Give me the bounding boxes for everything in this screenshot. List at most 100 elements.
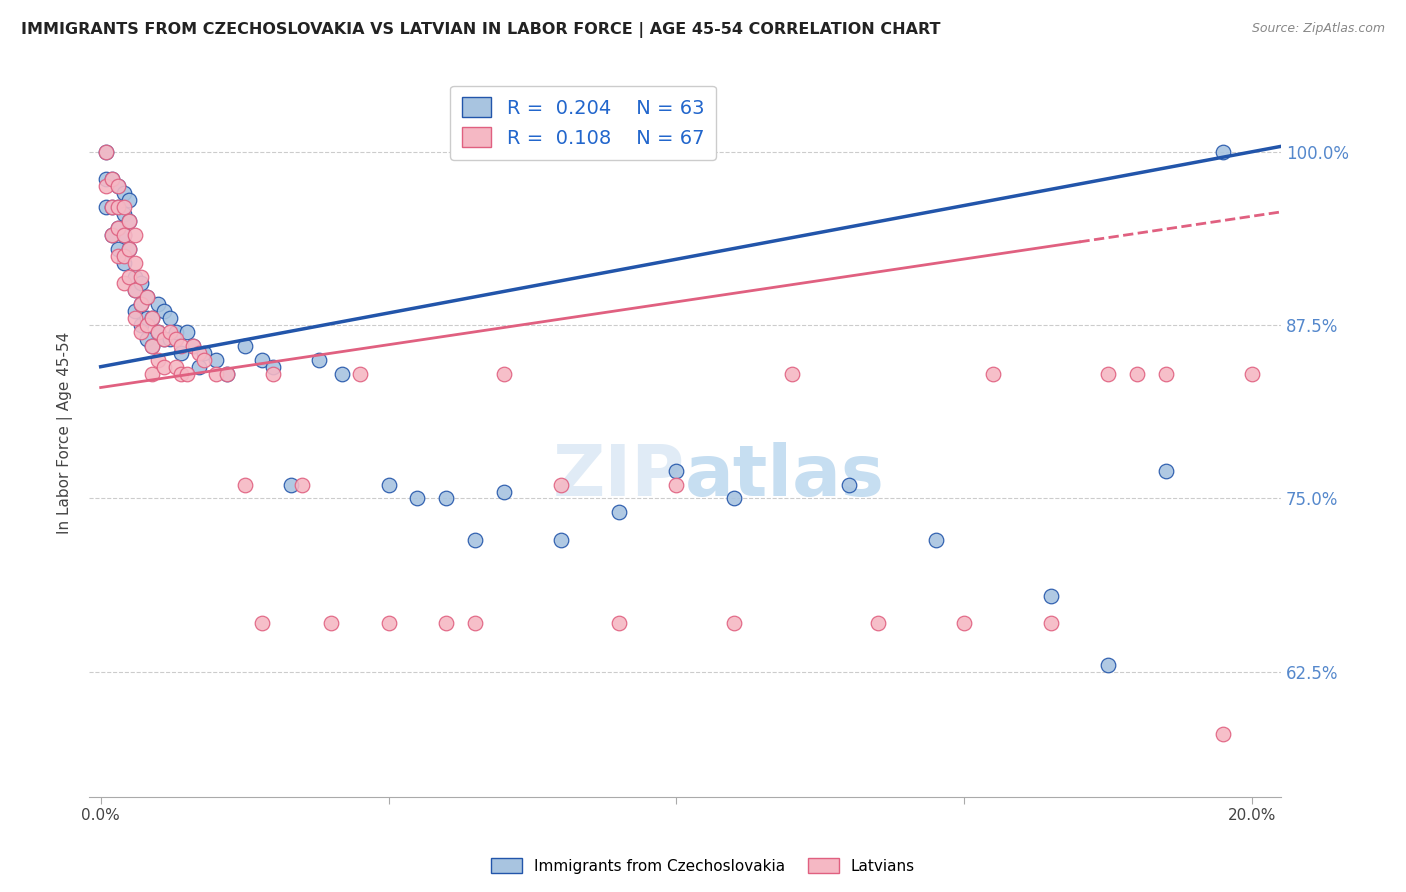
Point [124, 284, 146, 298]
Point [118, 214, 141, 228]
Point [101, 200, 124, 214]
Point [607, 616, 630, 631]
Point [665, 464, 688, 478]
Point [112, 186, 135, 201]
Point [141, 311, 163, 326]
Point [124, 284, 146, 298]
Point [112, 200, 135, 214]
Point [332, 367, 354, 381]
Point [193, 346, 215, 360]
Point [148, 297, 170, 311]
Point [262, 367, 284, 381]
Point [101, 172, 124, 186]
Point [924, 533, 946, 547]
Point [148, 352, 170, 367]
Point [291, 477, 314, 491]
Point [204, 367, 226, 381]
Point [1154, 464, 1177, 478]
Point [135, 290, 157, 304]
Point [107, 242, 129, 256]
Point [233, 339, 256, 353]
Point [434, 491, 457, 506]
Point [866, 616, 889, 631]
Point [107, 200, 129, 214]
Text: IMMIGRANTS FROM CZECHOSLOVAKIA VS LATVIAN IN LABOR FORCE | AGE 45-54 CORRELATION: IMMIGRANTS FROM CZECHOSLOVAKIA VS LATVIA… [21, 22, 941, 38]
Point [434, 616, 457, 631]
Point [464, 616, 486, 631]
Point [250, 352, 273, 367]
Point [118, 214, 141, 228]
Point [101, 200, 124, 214]
Point [780, 367, 803, 381]
Point [953, 616, 976, 631]
Point [141, 339, 163, 353]
Y-axis label: In Labor Force | Age 45-54: In Labor Force | Age 45-54 [58, 332, 73, 533]
Point [159, 311, 181, 326]
Point [193, 352, 215, 367]
Point [101, 172, 124, 186]
Legend: Immigrants from Czechoslovakia, Latvians: Immigrants from Czechoslovakia, Latvians [485, 852, 921, 880]
Point [135, 311, 157, 326]
Point [406, 491, 429, 506]
Point [233, 477, 256, 491]
Point [159, 332, 181, 346]
Point [1039, 589, 1062, 603]
Point [124, 304, 146, 318]
Point [141, 367, 163, 381]
Point [129, 277, 152, 291]
Point [129, 318, 152, 332]
Point [838, 477, 860, 491]
Point [1039, 616, 1062, 631]
Point [170, 367, 193, 381]
Point [492, 484, 515, 499]
Point [101, 227, 124, 242]
Point [96, 200, 118, 214]
Text: Source: ZipAtlas.com: Source: ZipAtlas.com [1251, 22, 1385, 36]
Point [280, 477, 302, 491]
Point [118, 242, 141, 256]
Point [148, 325, 170, 339]
Point [124, 311, 146, 326]
Point [153, 359, 176, 374]
Point [124, 227, 146, 242]
Point [464, 533, 486, 547]
Point [135, 332, 157, 346]
Point [176, 325, 198, 339]
Point [153, 332, 176, 346]
Point [1154, 367, 1177, 381]
Point [153, 332, 176, 346]
Point [96, 145, 118, 159]
Point [165, 359, 187, 374]
Point [377, 477, 399, 491]
Point [129, 325, 152, 339]
Point [135, 290, 157, 304]
Point [101, 227, 124, 242]
Point [107, 179, 129, 194]
Point [981, 367, 1004, 381]
Point [181, 339, 204, 353]
Point [723, 616, 745, 631]
Point [492, 367, 515, 381]
Point [187, 346, 209, 360]
Point [107, 200, 129, 214]
Point [550, 533, 572, 547]
Point [118, 242, 141, 256]
Point [112, 256, 135, 270]
Point [308, 352, 330, 367]
Point [112, 227, 135, 242]
Point [170, 339, 193, 353]
Point [124, 256, 146, 270]
Point [159, 325, 181, 339]
Point [112, 277, 135, 291]
Point [1126, 367, 1149, 381]
Point [170, 346, 193, 360]
Point [250, 616, 273, 631]
Point [124, 269, 146, 284]
Point [204, 352, 226, 367]
Point [217, 367, 239, 381]
Point [1097, 367, 1119, 381]
Point [165, 332, 187, 346]
Point [165, 325, 187, 339]
Point [187, 359, 209, 374]
Point [118, 194, 141, 208]
